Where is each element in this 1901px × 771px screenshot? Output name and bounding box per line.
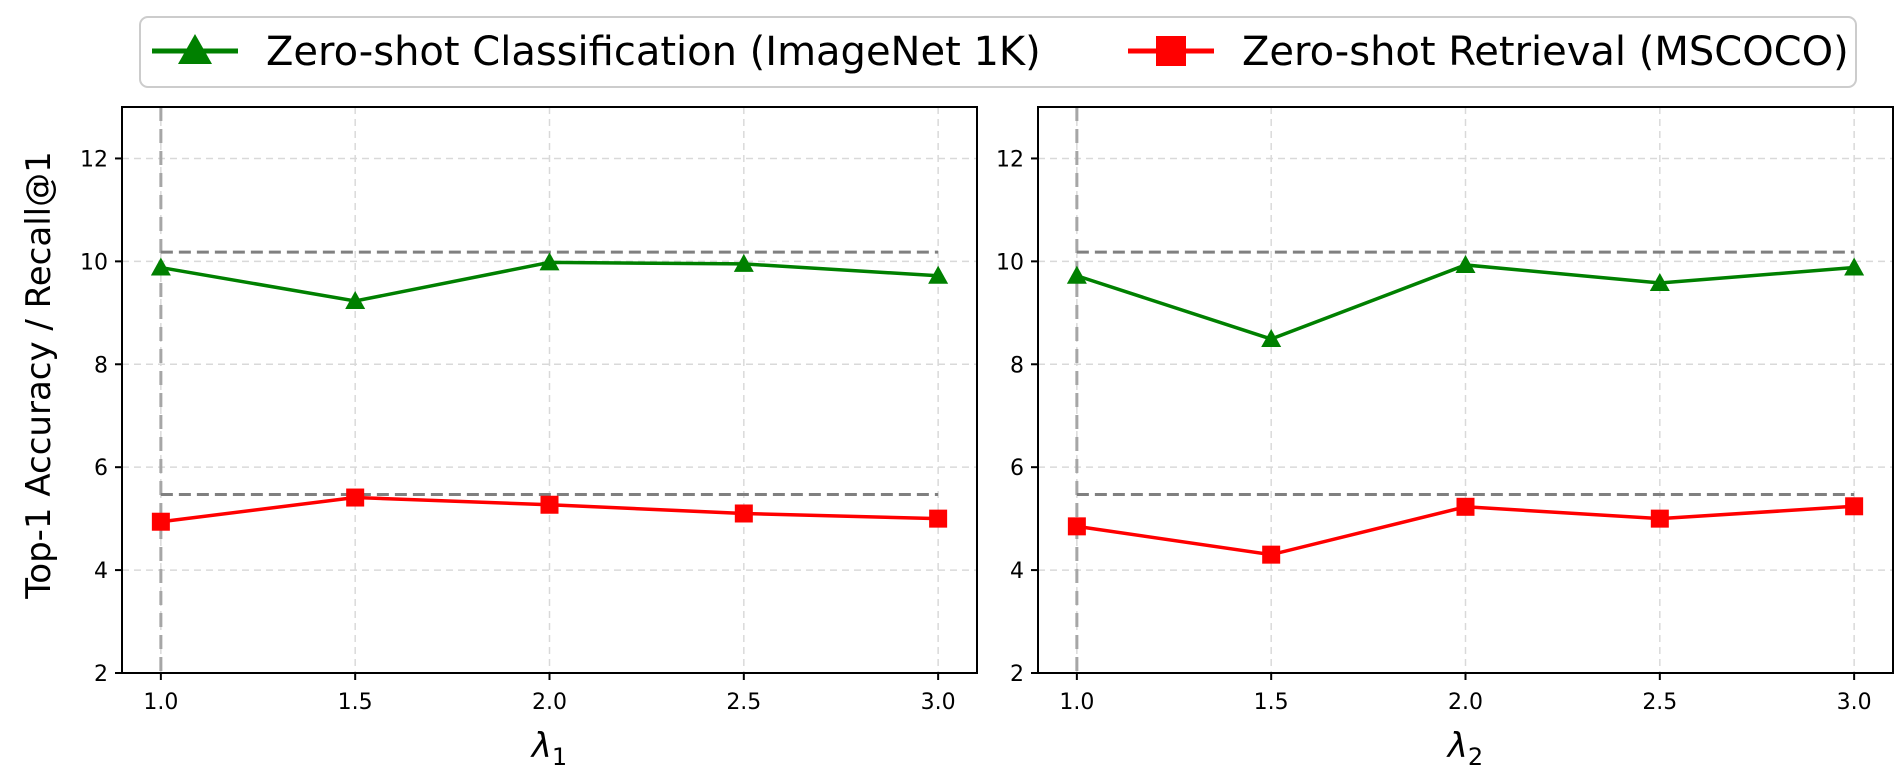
y-tick-label: 10 (996, 250, 1024, 275)
legend-retrieval-label: Zero-shot Retrieval (MSCOCO) (1242, 29, 1849, 75)
classification-point (1066, 265, 1087, 284)
x-tick-label: 1.5 (338, 690, 373, 715)
y-tick-label: 12 (996, 147, 1024, 172)
y-tick-label: 8 (1010, 353, 1024, 378)
y-tick-label: 10 (80, 250, 108, 275)
retrieval-point (1067, 517, 1086, 536)
legend-retrieval-marker (1156, 36, 1186, 66)
retrieval-point (1262, 545, 1281, 564)
x-tick-label: 3.0 (921, 690, 956, 715)
y-tick-label: 4 (1010, 559, 1024, 584)
retrieval-point (151, 512, 170, 531)
y-tick-label: 6 (94, 456, 108, 481)
classification-point (345, 290, 366, 309)
x-axis-label-symbol: λ (1446, 726, 1468, 766)
y-tick-label: 2 (1010, 662, 1024, 687)
y-tick-label: 8 (94, 353, 108, 378)
classification-point (1261, 329, 1282, 348)
y-tick-label: 2 (94, 662, 108, 687)
y-tick-label: 12 (80, 147, 108, 172)
retrieval-point (346, 488, 365, 507)
retrieval-point (1845, 497, 1864, 516)
x-axis-label-subscript: 1 (552, 743, 567, 771)
retrieval-point (734, 504, 753, 523)
legend: Zero-shot Classification (ImageNet 1K) Z… (139, 16, 1857, 88)
x-tick-label: 3.0 (1837, 690, 1872, 715)
x-axis-label-subscript: 2 (1468, 743, 1483, 771)
y-axis-label: Top-1 Accuracy / Recall@1 (19, 151, 59, 599)
y-tick-label: 4 (94, 559, 108, 584)
retrieval-point (1650, 509, 1669, 528)
retrieval-point (540, 495, 559, 514)
legend-classification-marker (178, 34, 212, 64)
legend-frame (139, 16, 1857, 88)
classification-point (733, 253, 754, 272)
x-tick-label: 1.0 (143, 690, 178, 715)
classification-point (928, 265, 949, 284)
x-tick-label: 2.5 (726, 690, 761, 715)
classification-point (1649, 272, 1670, 291)
retrieval-point (1456, 497, 1475, 516)
x-tick-label: 2.0 (532, 690, 567, 715)
classification-point (539, 252, 560, 271)
retrieval-point (929, 509, 948, 528)
y-tick-label: 6 (1010, 456, 1024, 481)
classification-point (1455, 254, 1476, 273)
x-axis-label: λ1 (530, 726, 567, 771)
left-panel: 1.0 1.5 2.0 2.5 3.0 2 4 6 8 10 12 λ1 (80, 106, 978, 771)
x-tick-label: 2.5 (1642, 690, 1677, 715)
x-tick-label: 1.0 (1059, 690, 1094, 715)
x-axis-label-symbol: λ (530, 726, 552, 766)
legend-classification-label: Zero-shot Classification (ImageNet 1K) (266, 29, 1041, 75)
x-tick-label: 1.5 (1254, 690, 1289, 715)
x-tick-label: 2.0 (1448, 690, 1483, 715)
classification-point (150, 257, 171, 276)
x-axis-label: λ2 (1446, 726, 1483, 771)
classification-point (1844, 257, 1865, 276)
